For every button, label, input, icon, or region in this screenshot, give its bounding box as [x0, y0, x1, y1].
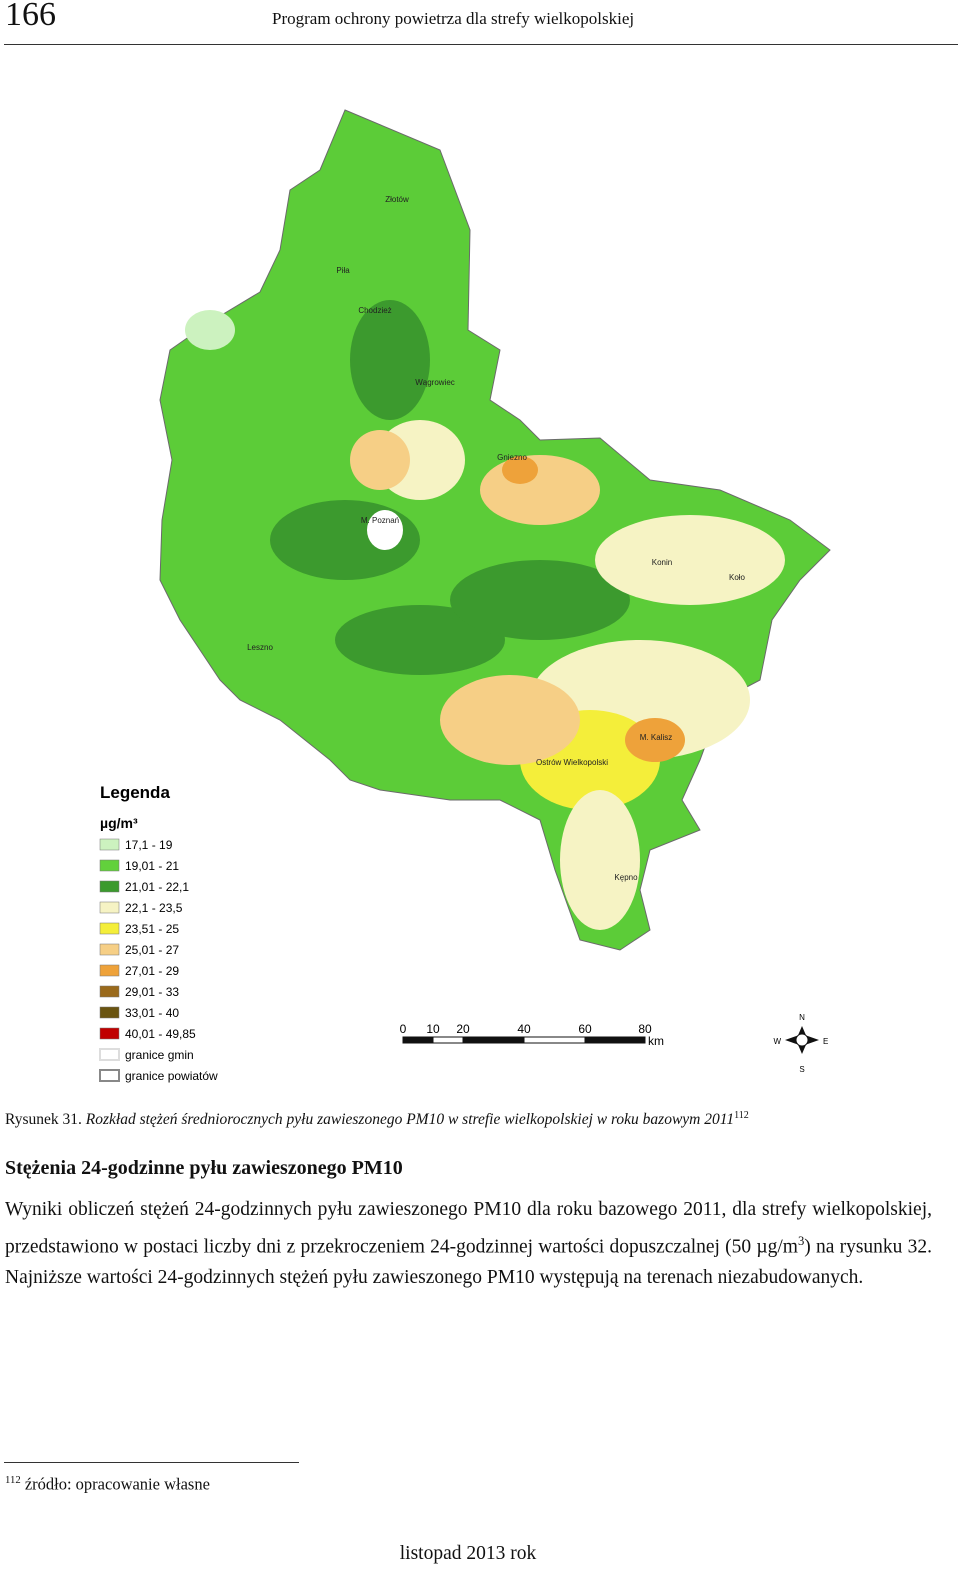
- map-figure: Piła Złotów Chodzież Wągrowiec M. Poznań Gnie…: [99, 109, 831, 1083]
- page-number: 166: [5, 0, 56, 33]
- header-title: Program ochrony powietrza dla strefy wie…: [272, 9, 635, 28]
- place-label: Leszno: [247, 643, 273, 652]
- legend-title: Legenda: [100, 783, 170, 802]
- compass-letter: W: [773, 1037, 781, 1046]
- scale-segment: [523, 1036, 586, 1044]
- place-label: Koło: [729, 573, 746, 582]
- legend-swatch: [99, 1048, 120, 1061]
- scale-segment: [402, 1036, 434, 1044]
- scale-label: 0: [400, 1022, 407, 1036]
- legend-label: granice powiatów: [125, 1069, 218, 1083]
- place-label: Konin: [652, 558, 672, 567]
- legend-label: 25,01 - 27: [125, 943, 179, 957]
- legend-label: 29,01 - 33: [125, 985, 179, 999]
- place-label: M. Kalisz: [640, 733, 672, 742]
- legend-label: 40,01 - 49,85: [125, 1027, 196, 1041]
- legend-label: 22,1 - 23,5: [125, 901, 183, 915]
- map-region: [159, 109, 831, 951]
- footnote-text: źródło: opracowanie własne: [24, 1474, 210, 1494]
- place-label: Kępno: [614, 873, 638, 882]
- scale-label: 10: [426, 1022, 440, 1036]
- legend-swatch: [99, 859, 120, 872]
- legend-label: 23,51 - 25: [125, 922, 179, 936]
- place-label: Gniezno: [497, 453, 527, 462]
- paragraph-text: ) na rysunku 32. Najniższe wartości 24-g…: [5, 1236, 932, 1288]
- legend-swatch: [99, 880, 120, 893]
- legend-swatch: [99, 1027, 120, 1040]
- place-label: Piła: [336, 266, 350, 275]
- scale-segment: [432, 1036, 464, 1044]
- legend-swatch: [99, 901, 120, 914]
- legend-unit: µg/m³: [100, 815, 138, 831]
- compass-letter: E: [823, 1037, 828, 1046]
- section-heading: Stężenia 24-godzinne pyłu zawieszonego P…: [5, 1157, 403, 1179]
- legend-swatch: [99, 964, 120, 977]
- scale-label: 80: [638, 1022, 652, 1036]
- legend-label: 33,01 - 40: [125, 1006, 179, 1020]
- compass: N E S W: [773, 1013, 828, 1074]
- place-label: Złotów: [385, 195, 409, 204]
- place-label: Chodzież: [358, 306, 391, 315]
- place-label: Ostrów Wielkopolski: [536, 758, 608, 767]
- paragraph: Wyniki obliczeń stężeń 24-godzinnych pył…: [5, 1195, 932, 1293]
- legend-swatch: [99, 922, 120, 935]
- compass-letter: N: [799, 1013, 805, 1022]
- place-label: M. Poznań: [361, 516, 399, 525]
- paragraph-text: Wyniki obliczeń stężeń 24-godzinnych pył…: [5, 1199, 932, 1257]
- scale-segment: [462, 1036, 525, 1044]
- compass-letter: S: [799, 1065, 804, 1074]
- superscript: 3: [797, 1233, 805, 1248]
- legend-swatch: [99, 985, 120, 998]
- legend-swatch: [99, 1006, 120, 1019]
- legend-label: 27,01 - 29: [125, 964, 179, 978]
- place-label: Wągrowiec: [415, 378, 455, 387]
- higher-concentration-areas: [185, 300, 785, 930]
- caption-text: Rozkład stężeń średniorocznych pyłu zawi…: [85, 1111, 735, 1129]
- footnote: 112 źródło: opracowanie własne: [5, 1474, 210, 1495]
- legend-swatch: [99, 943, 120, 956]
- caption-label: Rysunek 31.: [5, 1111, 82, 1129]
- scale-segment: [584, 1036, 646, 1044]
- scale-unit: km: [648, 1034, 664, 1048]
- legend-label: 17,1 - 19: [125, 838, 173, 852]
- footnote-rule: [4, 1462, 299, 1463]
- legend-label: 19,01 - 21: [125, 859, 179, 873]
- figure-caption: Rysunek 31. Rozkład stężeń średnioroczny…: [5, 1110, 749, 1129]
- header-rule: [4, 44, 958, 45]
- caption-note-ref: 112: [734, 1110, 749, 1121]
- legend-swatch: [99, 1069, 120, 1082]
- scale-label: 60: [578, 1022, 592, 1036]
- footer: listopad 2013 rok: [399, 1543, 537, 1564]
- legend-label: 21,01 - 22,1: [125, 880, 189, 894]
- legend-swatch: [99, 838, 120, 851]
- scale-label: 20: [456, 1022, 470, 1036]
- scale-label: 40: [517, 1022, 531, 1036]
- footnote-ref: 112: [5, 1474, 21, 1486]
- legend-label: granice gmin: [125, 1048, 194, 1062]
